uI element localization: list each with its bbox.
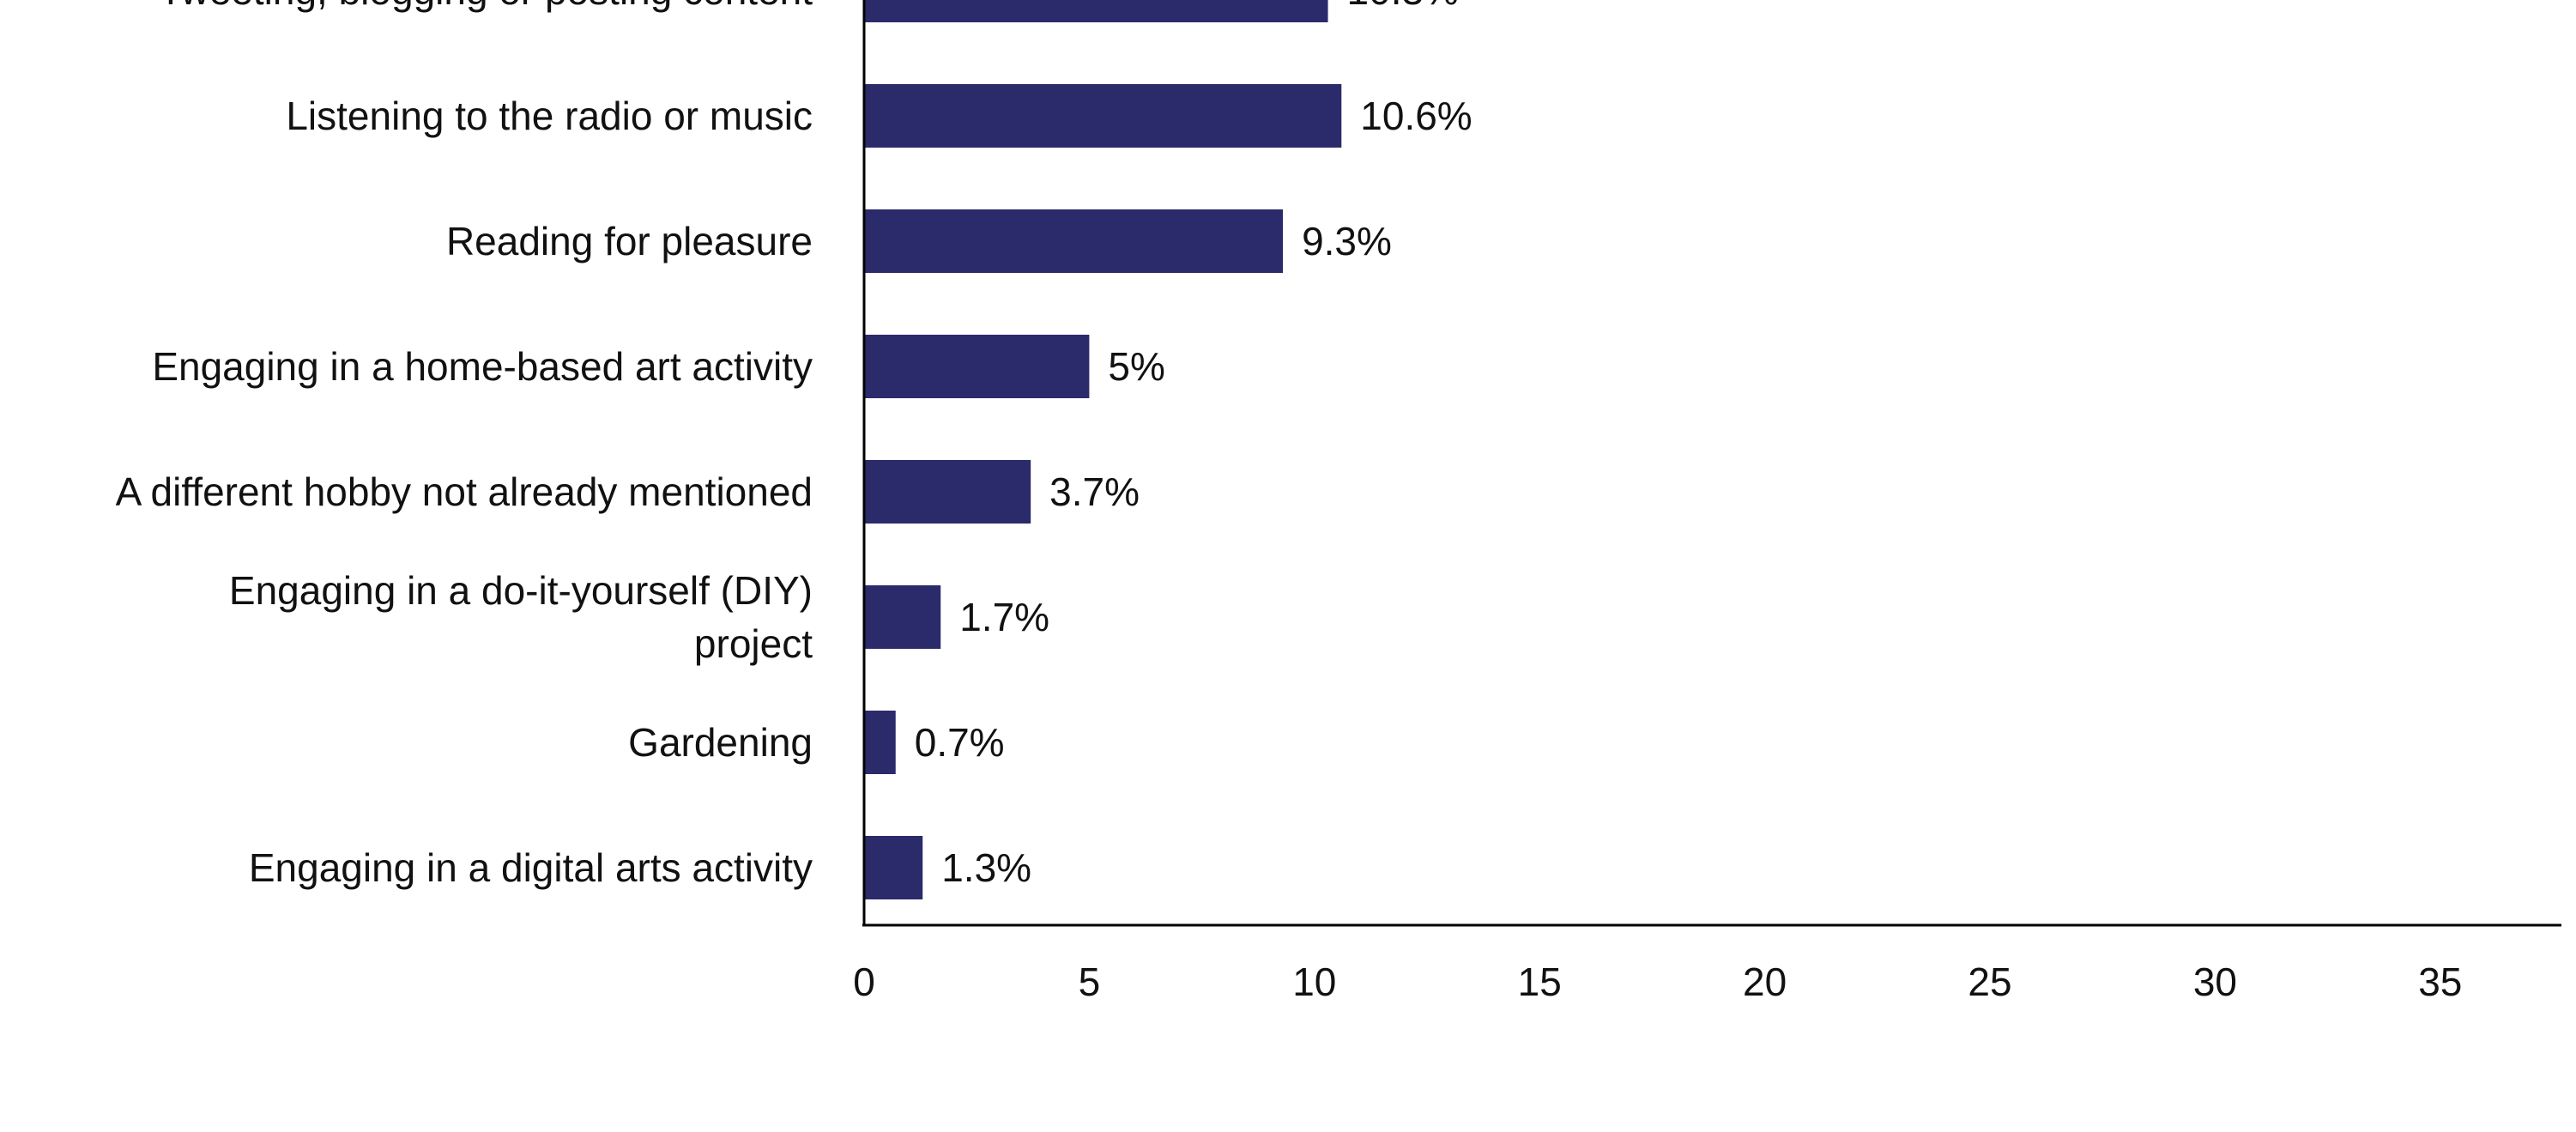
x-tick-label: 5 [1079, 959, 1101, 1004]
bars-group [864, 0, 1342, 899]
category-label: Listening to the radio or music [286, 94, 813, 138]
x-tick-label: 35 [2418, 959, 2462, 1004]
value-label: 9.3% [1302, 219, 1392, 263]
value-label: 3.7% [1049, 469, 1140, 514]
category-label: Engaging in a digital arts activity [249, 845, 813, 890]
x-tick-label: 25 [1968, 959, 2011, 1004]
category-label: Reading for pleasure [446, 219, 813, 263]
value-label: 10.6% [1360, 94, 1472, 138]
labels-group: 10.3% Tweeting, blogging or posting conte… [116, 0, 1472, 890]
category-label: Engaging in a do-it-yourself (DIY) projec… [229, 568, 813, 666]
x-tick-label: 30 [2193, 959, 2237, 1004]
category-label: Engaging in a home-based art activity [152, 344, 813, 389]
category-label: A different hobby not already mentioned [116, 469, 813, 514]
bar [864, 0, 1328, 22]
x-tick-label: 15 [1518, 959, 1562, 1004]
bar [864, 836, 923, 899]
x-tick-label: 10 [1292, 959, 1336, 1004]
value-label: 5% [1108, 344, 1164, 389]
bar [864, 585, 941, 649]
x-tick-group: 0 5 10 15 20 25 30 35 [853, 959, 2462, 1004]
value-label: 10.3% [1347, 0, 1459, 13]
bar [864, 460, 1031, 524]
category-label: Tweeting, blogging or posting content [159, 0, 813, 13]
category-label: Gardening [628, 720, 813, 765]
value-label: 0.7% [915, 720, 1005, 765]
bar [864, 711, 896, 774]
x-tick-label: 0 [853, 959, 875, 1004]
value-label: 1.7% [959, 595, 1049, 639]
bar [864, 84, 1342, 148]
bar [864, 209, 1284, 273]
bar [864, 335, 1090, 398]
value-label: 1.3% [941, 845, 1031, 890]
x-tick-label: 20 [1743, 959, 1787, 1004]
